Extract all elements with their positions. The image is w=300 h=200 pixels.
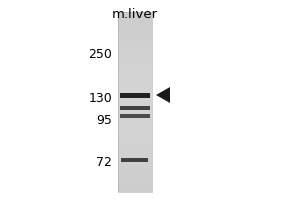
Bar xyxy=(118,21,152,24)
Bar xyxy=(118,102,152,105)
Bar xyxy=(118,168,152,171)
Bar xyxy=(118,159,152,162)
Bar xyxy=(118,90,152,93)
Bar xyxy=(118,27,152,30)
Bar xyxy=(118,57,152,60)
Bar xyxy=(118,48,152,51)
Bar xyxy=(118,42,152,45)
Bar xyxy=(118,81,152,84)
Bar xyxy=(120,114,150,118)
Bar xyxy=(118,66,152,69)
Bar xyxy=(118,45,152,48)
Bar xyxy=(121,158,148,162)
Bar xyxy=(118,33,152,36)
Bar xyxy=(118,30,152,33)
Bar xyxy=(120,106,150,110)
Bar xyxy=(118,18,152,21)
Bar xyxy=(118,114,152,117)
Polygon shape xyxy=(156,87,170,103)
Bar xyxy=(118,105,152,108)
Bar xyxy=(118,186,152,189)
Bar xyxy=(118,12,152,192)
Bar xyxy=(118,183,152,186)
Bar xyxy=(118,150,152,153)
Bar xyxy=(118,174,152,177)
Bar xyxy=(118,87,152,90)
Bar xyxy=(118,144,152,147)
Bar xyxy=(118,108,152,111)
Bar xyxy=(118,99,152,102)
Bar xyxy=(118,132,152,135)
Bar xyxy=(118,120,152,123)
Bar xyxy=(118,93,152,96)
Bar xyxy=(118,36,152,39)
Bar xyxy=(118,60,152,63)
Bar xyxy=(118,63,152,66)
Bar xyxy=(118,165,152,168)
Bar xyxy=(118,177,152,180)
Bar xyxy=(118,12,152,15)
Bar xyxy=(118,84,152,87)
Bar xyxy=(118,180,152,183)
Bar xyxy=(118,111,152,114)
Bar xyxy=(118,141,152,144)
Bar xyxy=(118,72,152,75)
Bar xyxy=(118,126,152,129)
Bar xyxy=(118,15,152,18)
Bar xyxy=(118,96,152,99)
Bar xyxy=(118,138,152,141)
Bar xyxy=(118,69,152,72)
Text: 72: 72 xyxy=(96,156,112,168)
Text: m.liver: m.liver xyxy=(112,8,158,21)
Bar xyxy=(118,39,152,42)
Bar xyxy=(118,162,152,165)
Bar xyxy=(118,75,152,78)
Text: 95: 95 xyxy=(96,114,112,127)
Bar xyxy=(118,135,152,138)
Bar xyxy=(118,51,152,54)
Bar xyxy=(118,189,152,192)
Bar xyxy=(118,123,152,126)
Bar xyxy=(118,129,152,132)
Bar xyxy=(118,153,152,156)
Bar xyxy=(118,171,152,174)
Bar xyxy=(118,117,152,120)
Bar xyxy=(120,92,150,98)
Bar xyxy=(118,24,152,27)
Text: 130: 130 xyxy=(88,92,112,104)
Bar xyxy=(118,54,152,57)
Bar xyxy=(118,156,152,159)
Bar xyxy=(118,147,152,150)
Bar xyxy=(118,78,152,81)
Text: 250: 250 xyxy=(88,48,112,62)
